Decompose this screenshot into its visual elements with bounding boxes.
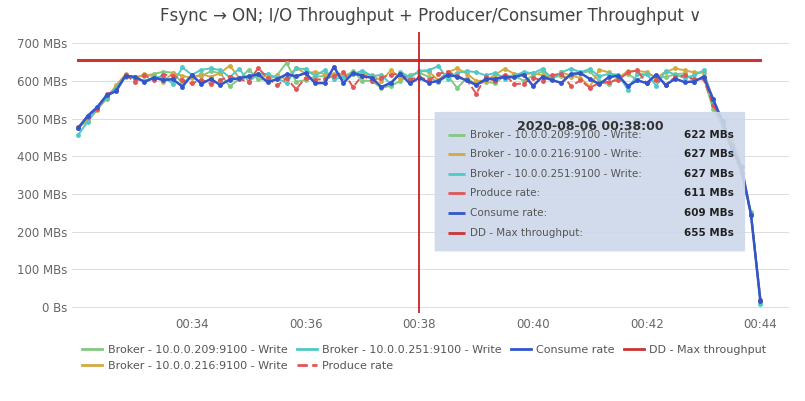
- Text: Broker - 10.0.0.251:9100 - Write:: Broker - 10.0.0.251:9100 - Write:: [470, 169, 642, 179]
- Title: Fsync → ON; I/O Throughput + Producer/Consumer Throughput ∨: Fsync → ON; I/O Throughput + Producer/Co…: [160, 7, 701, 25]
- Text: 627 MBs: 627 MBs: [683, 169, 733, 179]
- Text: Broker - 10.0.0.209:9100 - Write:: Broker - 10.0.0.209:9100 - Write:: [470, 130, 642, 140]
- Legend: Broker - 10.0.0.209:9100 - Write, Broker - 10.0.0.216:9100 - Write, Broker - 10.: Broker - 10.0.0.209:9100 - Write, Broker…: [78, 341, 770, 375]
- Text: Produce rate:: Produce rate:: [470, 188, 541, 198]
- Text: DD - Max throughput:: DD - Max throughput:: [470, 227, 584, 237]
- Text: 2020-08-06 00:38:00: 2020-08-06 00:38:00: [517, 120, 663, 133]
- Text: 622 MBs: 622 MBs: [684, 130, 733, 140]
- Text: 655 MBs: 655 MBs: [684, 227, 733, 237]
- Text: 627 MBs: 627 MBs: [683, 149, 733, 159]
- Text: 611 MBs: 611 MBs: [684, 188, 733, 198]
- Text: Consume rate:: Consume rate:: [470, 208, 547, 218]
- FancyBboxPatch shape: [435, 112, 745, 251]
- Text: 609 MBs: 609 MBs: [684, 208, 733, 218]
- Text: Broker - 10.0.0.216:9100 - Write:: Broker - 10.0.0.216:9100 - Write:: [470, 149, 642, 159]
